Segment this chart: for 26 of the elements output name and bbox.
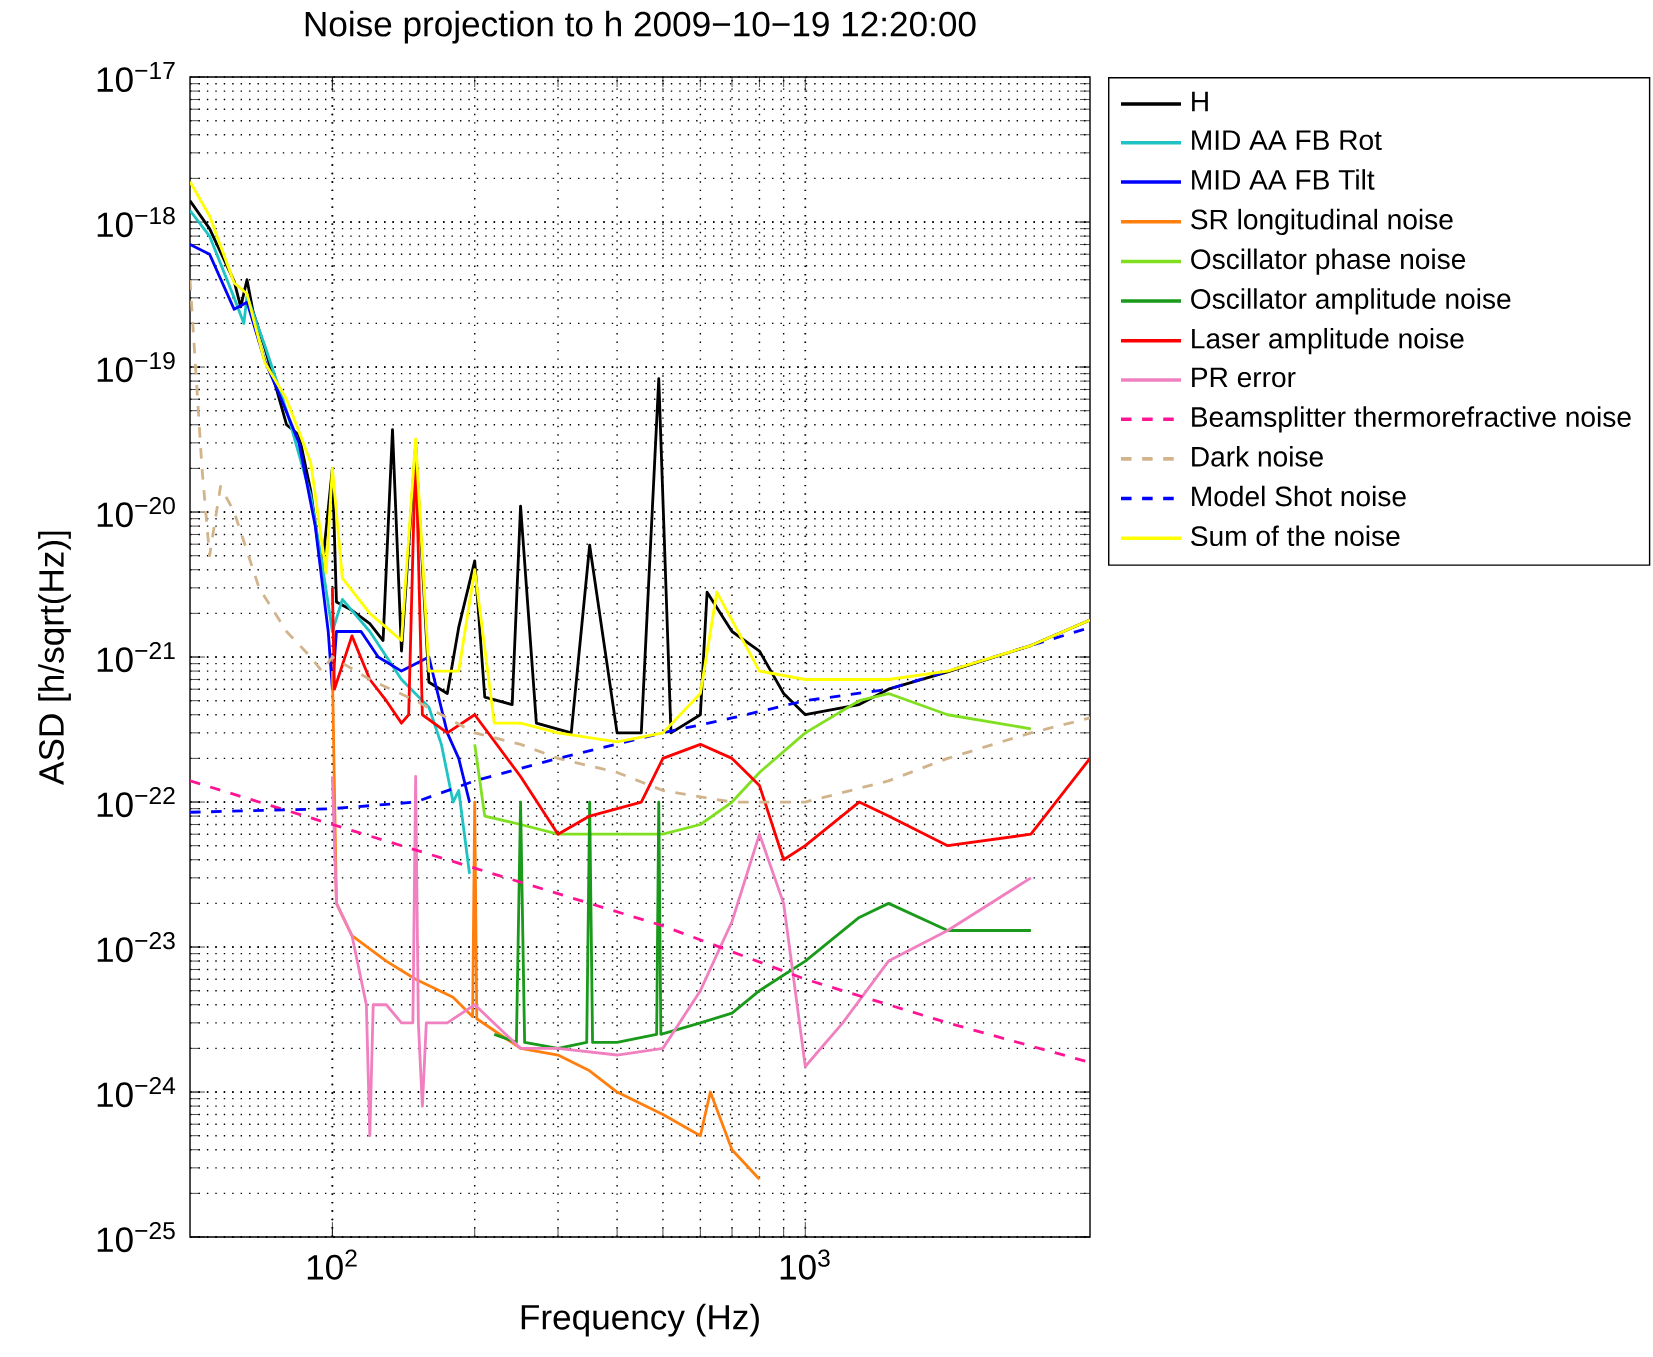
x-tick-label: 10$^{2}$: [307, 1249, 357, 1280]
legend-label: MID AA FB Rot: [1192, 130, 1382, 151]
y-tick-label: 10$^{−18}$: [97, 206, 175, 238]
x-tick-label: 10$^{3}$: [780, 1249, 830, 1280]
chart-title: Noise projection to h 2009−10−19 12:20:00: [305, 10, 976, 44]
legend-label: Sum of the noise: [1191, 525, 1400, 547]
x-axis-title: Frequency (Hz): [521, 1303, 759, 1337]
y-tick-label: 10$^{−20}$: [97, 496, 175, 528]
y-tick-label: 10$^{−25}$: [97, 1221, 175, 1253]
y-tick-label: 10$^{−19}$: [97, 351, 175, 383]
legend-label: Model Shot noise: [1192, 485, 1406, 507]
legend-label: Dark noise: [1192, 446, 1323, 467]
y-tick-label: 10$^{−17}$: [97, 62, 175, 93]
legend-label: Laser amplitude noise: [1192, 327, 1464, 355]
legend-label: PR error: [1192, 367, 1296, 388]
y-axis-title: ASD [h/sqrt(Hz)]: [38, 531, 71, 785]
legend-label: Oscillator amplitude noise: [1191, 288, 1511, 315]
y-tick-label: 10$^{−22}$: [97, 786, 175, 818]
y-tick-label: 10$^{−21}$: [97, 641, 175, 673]
legend-label: H: [1192, 91, 1208, 112]
y-tick-label: 10$^{−24}$: [97, 1076, 176, 1108]
legend-label: SR longitudinal noise: [1191, 208, 1453, 236]
y-tick-label: 10$^{−23}$: [97, 931, 175, 963]
legend-label: Oscillator phase noise: [1191, 248, 1466, 275]
legend-label: MID AA FB Tilt: [1192, 169, 1375, 190]
legend-label: Beamsplitter thermorefractive noise: [1192, 406, 1631, 433]
